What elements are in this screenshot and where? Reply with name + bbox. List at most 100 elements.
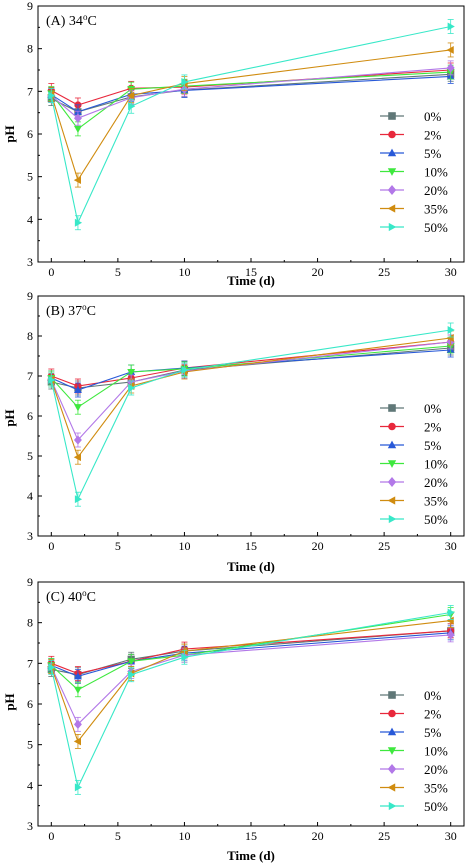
data-point [74, 218, 83, 227]
data-point [128, 670, 136, 679]
data-point [48, 663, 56, 672]
legend-label: 0% [424, 109, 442, 124]
legend-label: 50% [424, 799, 448, 814]
x-axis-title: Time (d) [227, 273, 275, 288]
panel-title: (A) 34oC [46, 12, 97, 29]
legend-label: 2% [424, 128, 442, 143]
y-tick-label: 9 [27, 289, 33, 303]
data-point [446, 630, 455, 640]
data-point [446, 334, 454, 342]
y-tick-label: 6 [27, 409, 33, 423]
legend-label: 0% [424, 688, 442, 703]
y-tick-label: 8 [27, 329, 33, 343]
legend-label: 35% [424, 202, 448, 217]
legend-label: 35% [424, 494, 448, 509]
legend-marker [388, 514, 397, 524]
data-point [73, 113, 82, 123]
data-point [73, 672, 82, 680]
series-2pct [47, 623, 455, 681]
panel-title: (C) 40oC [46, 588, 96, 605]
x-tick-label: 30 [445, 829, 457, 843]
legend-marker [387, 783, 396, 792]
y-tick-label: 4 [27, 212, 33, 226]
y-tick-label: 6 [27, 127, 33, 141]
legend-marker [387, 185, 397, 195]
x-axis-title: Time (d) [227, 848, 275, 863]
data-point [446, 45, 454, 54]
chart-panel-a: 0 5 10 15 20 25 30 3 4 5 6 7 8 9 Time (d) pH (A) 34oC 0% 2… [2, 0, 465, 288]
legend-marker [388, 130, 396, 139]
series-10pct [47, 607, 455, 698]
y-tick-label: 3 [27, 529, 33, 543]
data-point [128, 384, 136, 392]
legend-label: 5% [424, 146, 442, 161]
panel-title-unit: C [87, 304, 96, 319]
x-tick-label: 30 [445, 539, 457, 553]
data-point [73, 737, 81, 746]
y-tick-label: 5 [27, 738, 33, 752]
legend-marker [387, 496, 396, 505]
x-tick-label: 10 [178, 829, 190, 843]
x-tick-label: 20 [312, 829, 324, 843]
legend-label: 5% [424, 438, 442, 453]
panel-title-unit: C [87, 590, 96, 605]
data-point [181, 77, 189, 86]
legend-label: 20% [424, 183, 448, 198]
x-tick-label: 25 [378, 829, 390, 843]
data-point [447, 326, 455, 334]
series-35pct [47, 613, 454, 749]
y-tick-label: 8 [27, 616, 33, 630]
y-tick-label: 5 [27, 449, 33, 463]
data-point [73, 719, 82, 730]
x-tick-label: 5 [115, 265, 121, 279]
data-point [48, 376, 56, 384]
legend-label: 35% [424, 781, 448, 796]
panel-title-degree: o [82, 588, 87, 598]
plot-frame [37, 581, 465, 827]
y-tick-label: 4 [27, 489, 33, 503]
series-line [50, 329, 451, 501]
legend-marker [387, 727, 397, 736]
legend-marker [388, 112, 396, 120]
data-point [446, 616, 454, 625]
y-tick-label: 7 [27, 369, 33, 383]
legend-label: 5% [424, 725, 442, 740]
y-tick-label: 3 [27, 819, 33, 833]
panel-title-label: (A) 34 [46, 14, 83, 29]
legend-label: 20% [424, 762, 448, 777]
data-point [73, 435, 82, 445]
series-50pct [48, 322, 455, 507]
y-tick-label: 8 [27, 42, 33, 56]
data-point [73, 176, 81, 185]
legend-label: 2% [424, 707, 442, 722]
series-line [50, 345, 451, 408]
x-tick-label: 25 [378, 539, 390, 553]
legend-marker [387, 477, 397, 487]
y-axis-title: pH [2, 409, 17, 426]
panel-title-degree: o [83, 12, 88, 22]
chart-panel-b: 0 5 10 15 20 25 30 3 4 5 6 7 8 9 Time (d) pH (B) 37oC 0% 2… [2, 289, 465, 574]
y-tick-label: 5 [27, 170, 33, 184]
x-tick-label: 5 [115, 539, 121, 553]
y-tick-label: 3 [27, 255, 33, 269]
x-tick-label: 0 [48, 539, 54, 553]
x-tick-label: 5 [115, 829, 121, 843]
data-point [181, 366, 189, 374]
legend-marker [387, 148, 397, 157]
chart-panel-c: 0 5 10 15 20 25 30 3 4 5 6 7 8 9 Time (d) pH (C) 40oC 0% 2… [2, 575, 465, 863]
data-point [73, 125, 82, 134]
series-50pct [48, 605, 455, 795]
y-tick-label: 4 [27, 778, 33, 792]
panel-title-unit: C [87, 14, 96, 29]
legend-marker [388, 422, 396, 431]
x-tick-label: 30 [445, 265, 457, 279]
legend-marker [387, 460, 397, 468]
legend-marker [388, 222, 397, 232]
legend-label: 10% [424, 744, 448, 759]
series-20pct [47, 334, 455, 448]
data-point [447, 608, 455, 617]
data-point [181, 653, 189, 662]
data-point [74, 783, 83, 792]
panel-title-degree: o [82, 302, 87, 312]
